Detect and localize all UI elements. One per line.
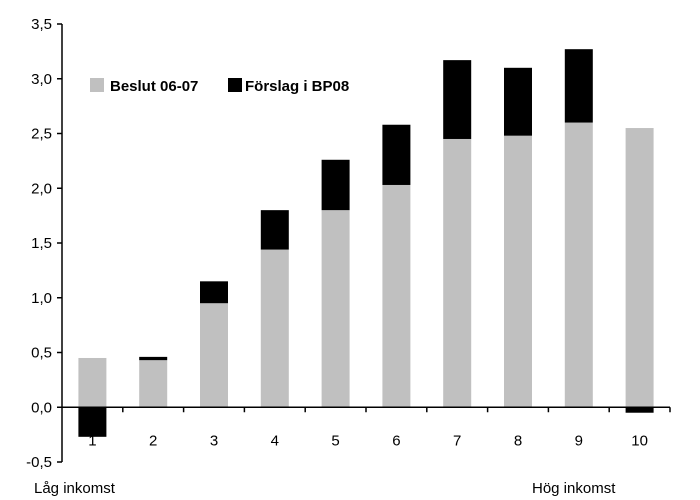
y-tick-label: 3,0 — [31, 71, 52, 88]
bar-forslag-1 — [78, 407, 107, 437]
bar-beslut-1 — [78, 357, 107, 408]
bar-forslag-2 — [139, 356, 168, 361]
bar-beslut-8 — [504, 135, 532, 408]
bar-forslag-8 — [504, 67, 532, 136]
bar-beslut-5 — [321, 210, 350, 408]
x-tick-label: 2 — [149, 432, 157, 449]
bar-beslut-4 — [260, 249, 289, 408]
x-tick-label: 10 — [631, 432, 648, 449]
legend-swatch-forslag — [228, 78, 242, 92]
y-tick-label: 2,0 — [31, 180, 52, 197]
bar-beslut-2 — [139, 360, 168, 408]
legend-label-beslut: Beslut 06-07 — [110, 78, 198, 95]
x-tick-label: 5 — [331, 432, 339, 449]
bars-group — [78, 49, 654, 437]
bar-beslut-3 — [200, 303, 228, 408]
low-income-label: Låg inkomst — [34, 480, 116, 497]
bar-beslut-10 — [625, 128, 654, 408]
bar-forslag-7 — [443, 60, 472, 139]
bar-beslut-7 — [443, 138, 472, 408]
legend: Beslut 06-07 Förslag i BP08 — [90, 78, 349, 95]
x-tick-label: 9 — [575, 432, 583, 449]
y-tick-label: 0,0 — [31, 399, 52, 416]
bar-beslut-9 — [564, 122, 593, 408]
legend-swatch-beslut — [90, 78, 104, 92]
bar-forslag-3 — [200, 281, 228, 304]
axes-group: -0,5 0,0 0,5 1,0 1,5 2,0 2,5 3,0 3,5 1 2 3 4 5 6 7 8 9 10 — [26, 16, 671, 471]
y-tick-label: 1,5 — [31, 235, 52, 252]
x-tick-label: 8 — [514, 432, 522, 449]
bar-forslag-9 — [564, 49, 593, 123]
bar-forslag-10 — [625, 407, 654, 413]
high-income-label: Hög inkomst — [532, 480, 616, 497]
y-tick-label: 1,0 — [31, 290, 52, 307]
legend-label-forslag: Förslag i BP08 — [245, 78, 349, 95]
x-tick-label: 3 — [210, 432, 218, 449]
bar-forslag-5 — [321, 159, 350, 211]
y-tick-label: 0,5 — [31, 345, 52, 362]
bar-forslag-6 — [382, 124, 411, 185]
y-tick-label: 2,5 — [31, 126, 52, 143]
x-tick-label: 4 — [271, 432, 279, 449]
bar-beslut-6 — [382, 184, 411, 408]
x-tick-label: 6 — [392, 432, 400, 449]
x-tick-label: 7 — [453, 432, 461, 449]
y-tick-label: -0,5 — [26, 454, 52, 471]
y-tick-label: 3,5 — [31, 16, 52, 33]
x-tick-label: 1 — [88, 432, 96, 449]
bar-forslag-4 — [260, 210, 289, 250]
